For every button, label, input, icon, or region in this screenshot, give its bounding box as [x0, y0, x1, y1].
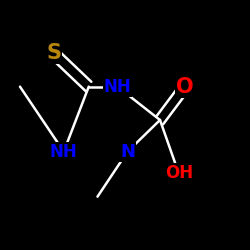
Text: NH: NH: [104, 78, 132, 96]
Text: NH: NH: [50, 143, 78, 161]
Text: S: S: [46, 43, 61, 63]
Text: N: N: [120, 143, 135, 161]
Text: O: O: [176, 77, 194, 97]
Text: OH: OH: [165, 164, 193, 182]
